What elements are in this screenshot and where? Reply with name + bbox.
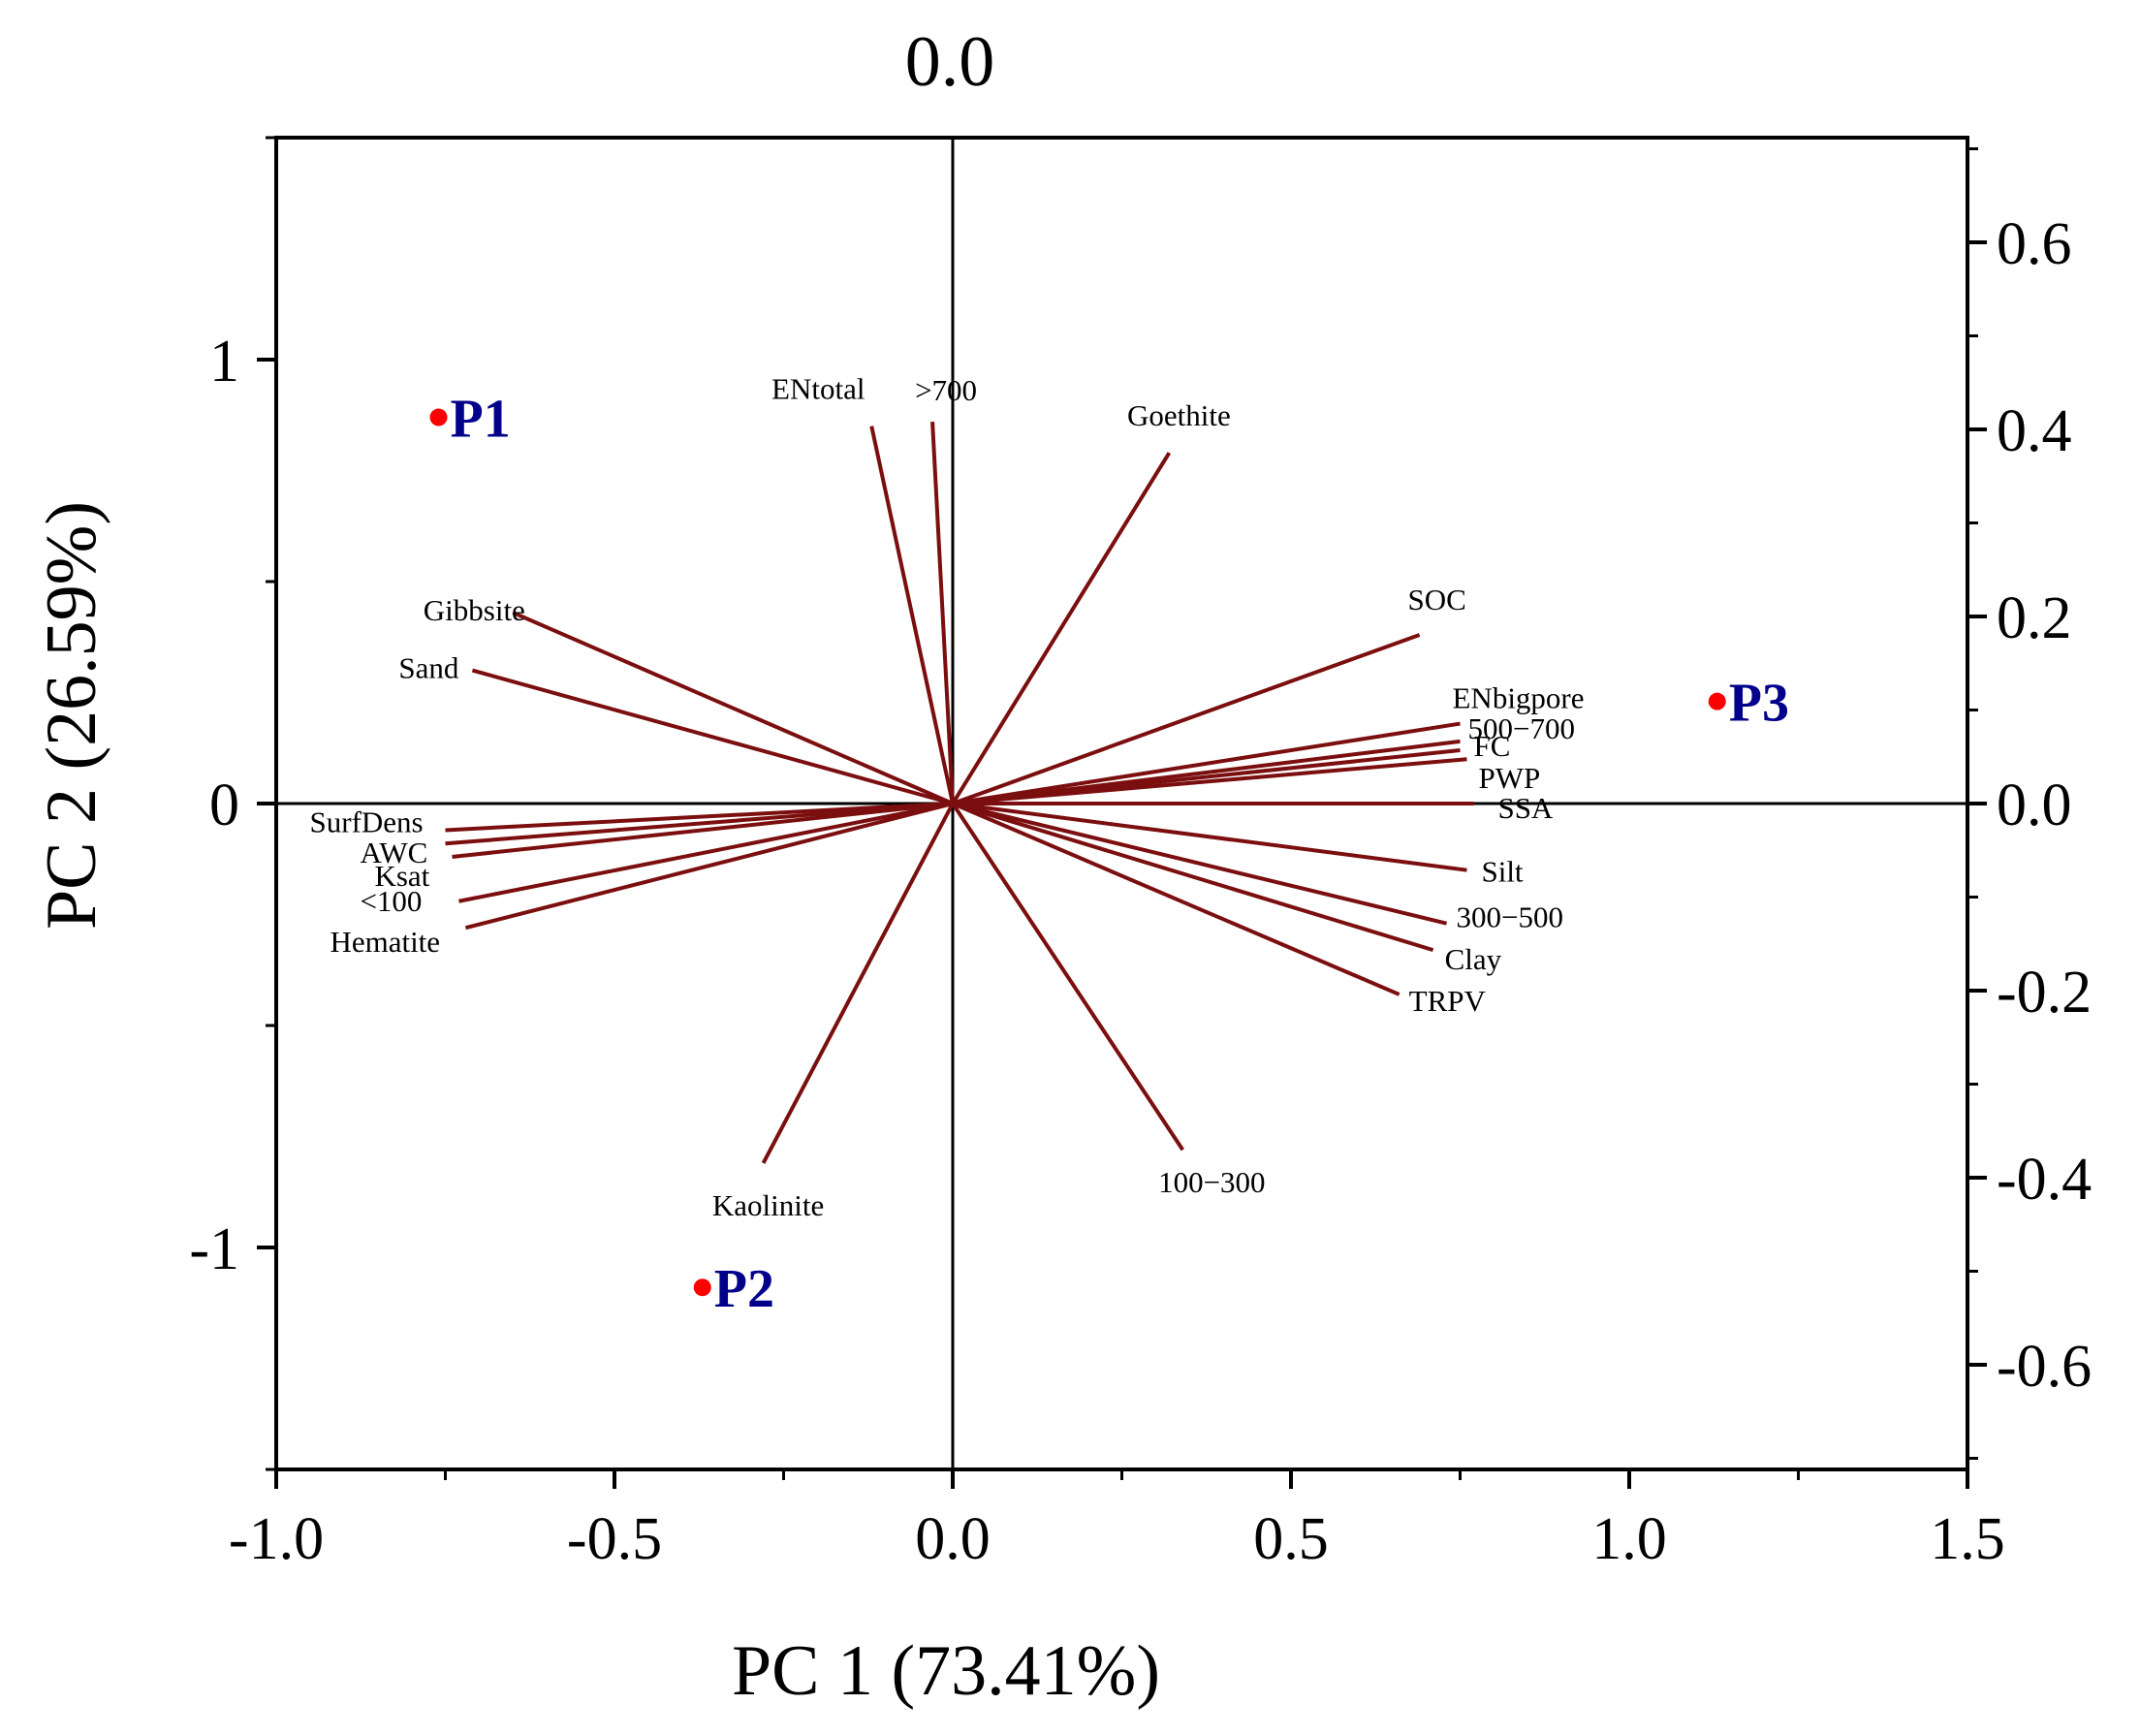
x-tick-label: 0.0 — [915, 1506, 991, 1572]
loading-label: SSA — [1497, 791, 1553, 825]
y-tick-label: 1 — [209, 329, 239, 395]
loading-label: <100 — [360, 884, 422, 918]
loading-vectors: ENtotal >700 Goethite Gibbsite Sand SOC ENbigp… — [310, 372, 1585, 1222]
loading-vector — [952, 802, 1448, 926]
observation-point — [693, 1278, 711, 1297]
loading-vector — [952, 802, 1434, 953]
observation-points: P1 P2 P3 — [429, 390, 1789, 1319]
loading-label: Silt — [1481, 855, 1523, 889]
loading-vector — [952, 757, 1467, 805]
y2-tick-label: -0.4 — [1997, 1147, 2092, 1213]
loading-label: AWC — [361, 836, 428, 869]
loading-label: Sand — [398, 651, 459, 685]
top-axis-label: 0.0 — [905, 22, 995, 102]
loading-vector — [952, 721, 1461, 805]
loading-vector — [452, 802, 954, 859]
loading-vector — [930, 422, 955, 805]
loading-label: Gibbsite — [424, 593, 525, 627]
x-axis-title: PC 1 (73.41%) — [732, 1631, 1160, 1711]
observation-label: P1 — [451, 390, 511, 450]
loading-vector — [458, 802, 954, 903]
observation-point — [429, 408, 448, 426]
observation-point — [1708, 692, 1726, 710]
loading-label: 300−500 — [1457, 900, 1563, 934]
y2-tick-label: 0.6 — [1997, 211, 2072, 277]
y-tick-label: 0 — [209, 773, 239, 838]
y2-tick-label: 0.2 — [1997, 585, 2072, 651]
y2-tick-label: -0.2 — [1997, 960, 2092, 1026]
loading-label: Hematite — [330, 925, 440, 959]
loading-vector — [952, 802, 1400, 996]
loading-label: ENtotal — [771, 372, 865, 406]
axes: -1.0 -0.5 0.0 0.5 1.0 1.5 1 0 -1 0.6 0.4 0.2 0.0 -0.2… — [189, 136, 2092, 1572]
y-tick-label: -1 — [189, 1216, 239, 1282]
loading-label: >700 — [915, 373, 977, 407]
loading-label: ENbigpore — [1453, 681, 1585, 715]
loading-vector — [761, 803, 955, 1164]
loading-label: SurfDens — [310, 805, 424, 838]
x-tick-label: 1.5 — [1930, 1506, 2005, 1572]
loading-label: SOC — [1407, 583, 1465, 616]
loading-label: 100−300 — [1158, 1165, 1265, 1199]
loading-label: TRPV — [1409, 984, 1487, 1018]
loading-label: Ksat — [374, 859, 429, 893]
y2-tick-label: 0.0 — [1997, 773, 2072, 838]
loading-vector — [952, 633, 1421, 805]
loading-vector — [512, 611, 954, 805]
loading-label: PWP — [1478, 761, 1540, 795]
loading-vector — [471, 668, 954, 805]
loading-label: Kaolinite — [712, 1188, 824, 1222]
loading-label: Clay — [1445, 942, 1502, 976]
loading-vector — [951, 802, 1184, 1152]
x-tick-label: 1.0 — [1591, 1506, 1667, 1572]
loading-vector — [464, 802, 954, 931]
x-tick-label: -0.5 — [567, 1506, 662, 1572]
loading-label: FC — [1474, 729, 1511, 763]
y2-tick-label: -0.6 — [1997, 1334, 2092, 1400]
loading-label: Goethite — [1127, 398, 1231, 432]
y2-tick-label: 0.4 — [1997, 398, 2072, 464]
loading-vector — [951, 452, 1172, 805]
x-tick-label: -1.0 — [229, 1506, 324, 1572]
loading-vector — [952, 802, 1467, 872]
x-tick-label: 0.5 — [1253, 1506, 1329, 1572]
observation-label: P3 — [1729, 674, 1789, 734]
observation-label: P2 — [714, 1259, 774, 1319]
loading-vector — [869, 426, 955, 805]
loading-vector — [445, 802, 954, 833]
loading-label: 500−700 — [1468, 711, 1575, 745]
loading-vector — [445, 802, 954, 846]
y-axis-title: PC 2 (26.59%) — [32, 501, 111, 930]
